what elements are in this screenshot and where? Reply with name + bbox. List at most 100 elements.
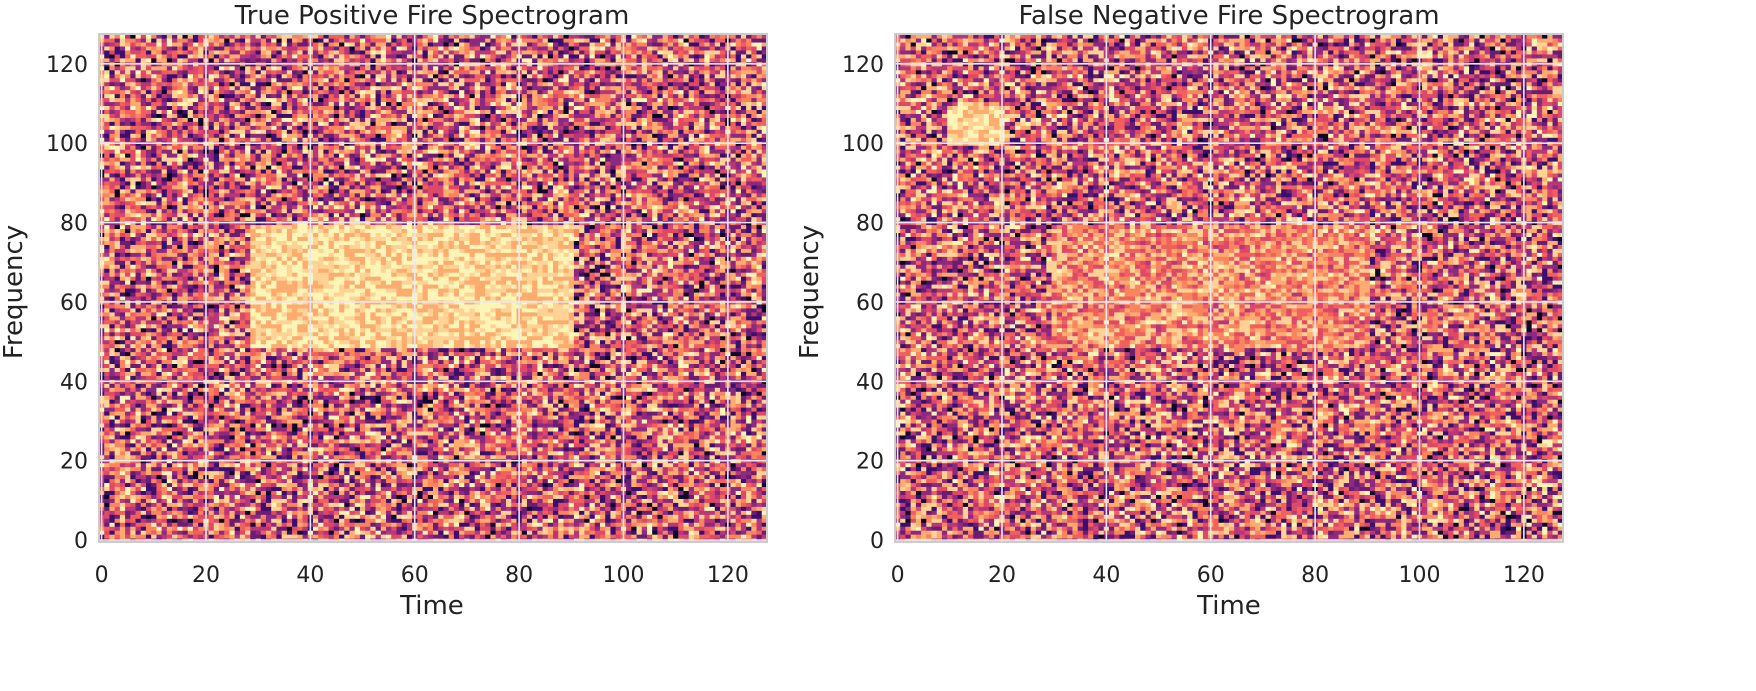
heatmap-cell [104,355,111,361]
heatmap-cell [250,335,257,341]
heatmap-cell [109,49,116,55]
heatmap-cell [281,89,288,95]
heatmap-cell [198,113,204,118]
heatmap-cell [187,196,194,202]
heatmap-cell [187,105,194,111]
heatmap-cell [198,200,204,206]
heatmap-cell [140,180,147,186]
heatmap-cell [135,367,142,372]
heatmap-cell [182,161,189,166]
heatmap-cell [104,37,111,43]
heatmap-cell [224,359,231,365]
heatmap-cell [109,208,116,214]
heatmap-cell [114,101,121,107]
heatmap-cell [119,319,126,325]
heatmap-cell [166,518,173,523]
heatmap-cell [224,367,231,372]
heatmap-cell [166,164,173,170]
heatmap-cell [224,121,231,126]
heatmap-cell [161,121,168,126]
heatmap-cell [135,434,142,440]
heatmap-cell [224,462,231,468]
heatmap-cell [292,161,298,166]
heatmap-cell [156,454,163,460]
heatmap-cell [166,307,173,313]
heatmap-cell [187,411,194,416]
heatmap-cell [161,351,168,357]
heatmap-cell [172,105,178,111]
heatmap-cell [161,470,168,476]
heatmap-cell [239,172,246,178]
heatmap-cell [130,403,137,408]
heatmap-cell [219,291,225,297]
heatmap-cell [151,291,158,297]
heatmap-cell [109,97,116,103]
heatmap-cell [286,375,293,380]
heatmap-cell [224,288,231,293]
heatmap-cell [260,434,267,440]
heatmap-cell [245,264,251,269]
heatmap-cell [109,470,116,476]
heatmap-cell [219,363,225,368]
heatmap-cell [161,200,168,206]
heatmap-cell [192,164,199,170]
heatmap-cell [187,442,194,448]
heatmap-cell [198,446,204,452]
heatmap-cell [140,442,147,448]
heatmap-cell [166,280,173,285]
heatmap-cell [224,450,231,456]
heatmap-cell [224,105,231,111]
heatmap-cell [187,526,194,531]
heatmap-cell [104,303,111,309]
heatmap-cell [271,196,278,202]
heatmap-cell [297,486,304,492]
heatmap-cell [166,89,173,95]
heatmap-cell [213,534,220,539]
heatmap-cell [187,37,194,43]
heatmap-cell [239,113,246,118]
heatmap-cell [130,65,137,71]
heatmap-cell [109,335,116,341]
heatmap-cell [260,490,267,495]
heatmap-cell [104,494,111,499]
heatmap-cell [187,73,194,79]
heatmap-cell [224,371,231,376]
heatmap-cell [266,264,272,269]
heatmap-cell [104,93,111,99]
heatmap-cell [276,355,283,361]
heatmap-cell [266,244,272,249]
heatmap-cell [234,415,241,420]
heatmap-cell [198,97,204,103]
heatmap-cell [255,236,262,241]
heatmap-cell [114,430,121,436]
heatmap-cell [119,442,126,448]
heatmap-cell [245,311,251,317]
heatmap-cell [166,77,173,83]
heatmap-cell [229,180,236,186]
heatmap-cell [286,153,293,158]
heatmap-cell [260,65,267,71]
heatmap-cell [182,252,189,257]
heatmap-cell [213,204,220,210]
heatmap-cell [140,315,147,321]
heatmap-cell [182,387,189,392]
heatmap-cell [255,490,262,495]
heatmap-cell [182,403,189,408]
heatmap-cell [239,252,246,257]
heatmap-cell [250,355,257,361]
heatmap-cell [239,295,246,301]
heatmap-cell [172,109,178,114]
heatmap-cell [182,45,189,51]
heatmap-cell [177,280,184,285]
heatmap-cell [234,534,241,539]
heatmap-cell [271,502,278,507]
heatmap-cell [192,383,199,388]
heatmap-cell [208,49,215,55]
heatmap-cell [172,65,178,71]
heatmap-cell [276,129,283,134]
heatmap-cell [145,291,152,297]
heatmap-cell [198,387,204,392]
heatmap-cell [297,137,304,142]
heatmap-cell [130,168,137,174]
heatmap-cell [145,411,152,416]
